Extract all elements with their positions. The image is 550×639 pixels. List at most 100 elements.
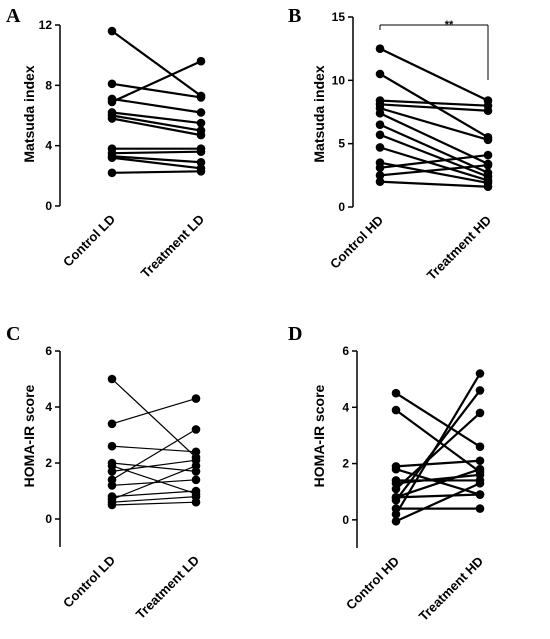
pair-line: [111, 155, 202, 164]
y-tick-label: 0: [45, 512, 52, 526]
pair-line: [111, 496, 197, 503]
pair-line: [111, 459, 197, 472]
pair-line: [111, 445, 197, 453]
pair-line: [395, 493, 481, 499]
x-category-label: Treatment HD: [416, 554, 486, 624]
y-tick-label: 4: [45, 400, 52, 414]
treatment-point: [196, 130, 206, 140]
panel-c: C HOMA-IR score 0 2 4 6 Control LD Treatment …: [6, 323, 202, 622]
treatment-point: [483, 135, 493, 145]
panel-d-ylabel: HOMA-IR score: [311, 384, 327, 487]
pair-line: [111, 378, 197, 458]
pair-line: [395, 392, 481, 448]
control-point: [107, 168, 117, 178]
treatment-point: [191, 425, 201, 434]
pair-line: [395, 412, 481, 490]
y-tick-label: 10: [332, 73, 346, 87]
pair-line: [111, 490, 197, 498]
pair-line: [395, 459, 481, 468]
pair-line: [111, 97, 202, 114]
treatment-point: [196, 147, 206, 156]
y-tick-label: 4: [342, 400, 349, 414]
y-tick-label: 15: [332, 10, 346, 24]
control-point: [107, 441, 117, 451]
control-point: [375, 171, 385, 180]
panel-b-ylabel: Matsuda index: [311, 65, 327, 162]
pair-line: [379, 180, 489, 188]
x-category-label: Treatment LD: [133, 553, 202, 622]
pair-line: [111, 170, 202, 174]
pair-line: [111, 117, 202, 137]
x-category-label: Treatment LD: [138, 212, 207, 281]
control-point: [107, 467, 117, 476]
control-point: [375, 120, 385, 129]
control-point: [107, 500, 117, 510]
pair-line: [379, 146, 489, 182]
y-tick-label: 12: [39, 18, 53, 32]
treatment-point: [475, 478, 485, 488]
pair-line: [379, 107, 489, 141]
pair-line: [111, 465, 197, 495]
treatment-point: [196, 56, 206, 66]
treatment-point: [475, 490, 485, 499]
treatment-point: [475, 408, 485, 418]
panel-a-ylabel: Matsuda index: [21, 65, 37, 162]
y-tick-label: 4: [45, 139, 52, 153]
treatment-point: [475, 369, 485, 378]
panel-c-ylabel: HOMA-IR score: [21, 384, 37, 487]
panel-c-plot: 0 2 4 6 Control LD Treatment LD: [45, 344, 202, 622]
panel-d: D HOMA-IR score 0 2 4 6 Control HD Treatment …: [288, 323, 486, 624]
pair-line: [379, 99, 489, 107]
pair-line: [395, 372, 481, 515]
control-point: [391, 388, 401, 398]
control-point: [391, 405, 401, 415]
control-point: [391, 464, 401, 474]
control-point: [391, 495, 401, 505]
pair-line: [111, 398, 197, 425]
panel-c-label: C: [6, 323, 20, 345]
treatment-point: [191, 394, 201, 403]
x-category-label: Control LD: [60, 553, 118, 611]
treatment-point: [191, 475, 201, 485]
pair-line: [395, 482, 481, 523]
treatment-point: [475, 442, 485, 451]
treatment-point: [196, 167, 206, 176]
panel-a-plot: 0 4 8 12 Control LD Treatment LD: [39, 18, 207, 281]
y-tick-label: 8: [45, 78, 52, 92]
treatment-point: [475, 504, 485, 513]
control-point: [107, 97, 117, 107]
control-point: [107, 114, 117, 123]
control-point: [375, 177, 385, 186]
control-point: [107, 374, 117, 384]
y-tick-label: 6: [45, 344, 52, 358]
y-tick-label: 0: [342, 513, 349, 527]
pair-line: [111, 60, 202, 103]
control-point: [375, 69, 385, 79]
control-point: [391, 516, 401, 526]
pair-line: [111, 428, 197, 481]
x-category-label: Control HD: [327, 213, 386, 272]
control-point: [391, 484, 401, 494]
x-category-label: Treatment HD: [424, 213, 494, 283]
control-point: [375, 108, 385, 118]
pair-line: [111, 501, 197, 506]
control-point: [391, 509, 401, 519]
panel-b-plot: 0 5 10 15 Control HD Treatment HD: [327, 10, 494, 283]
pair-line: [379, 103, 489, 112]
pair-line: [379, 112, 489, 165]
control-point: [107, 26, 117, 36]
panel-d-label: D: [288, 323, 302, 345]
control-point: [107, 419, 117, 429]
panel-a: A Matsuda index 0 4 8 12 Control LD Treatment…: [6, 5, 207, 281]
treatment-point: [483, 182, 493, 192]
x-category-label: Control HD: [343, 554, 402, 613]
treatment-point: [483, 160, 493, 170]
control-point: [107, 153, 117, 163]
x-category-label: Control LD: [60, 212, 118, 270]
treatment-point: [191, 497, 201, 507]
control-point: [375, 163, 385, 173]
y-tick-label: 0: [45, 199, 52, 213]
y-tick-label: 0: [338, 200, 345, 214]
